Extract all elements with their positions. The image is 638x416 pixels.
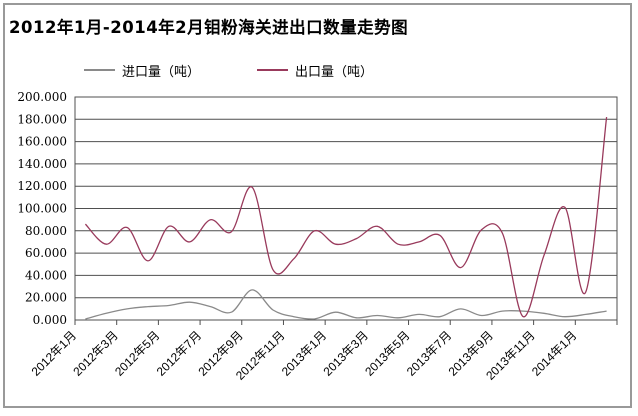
x-axis-tick-label: 2014年1月: [529, 328, 579, 378]
import-quantity-line: [85, 289, 607, 320]
y-axis-tick-label: 160.000: [17, 135, 67, 149]
y-axis-tick-label: 40.000: [25, 268, 67, 282]
y-axis-tick-label: 140.000: [17, 157, 67, 171]
legend-label-import: 进口量（吨）: [122, 64, 201, 80]
y-axis-tick-label: 200.000: [17, 90, 67, 104]
legend: 进口量（吨） 出口量（吨）: [0, 60, 638, 80]
import-series-swatch: [84, 69, 115, 71]
legend-item-export: 出口量（吨）: [257, 60, 373, 80]
y-axis-tick-label: 100.000: [17, 202, 67, 216]
y-axis-tick-label: 180.000: [17, 112, 67, 126]
y-axis-tick-label: 20.000: [25, 291, 67, 305]
legend-label-export: 出口量（吨）: [295, 64, 374, 80]
y-axis-tick-label: 0.000: [33, 313, 67, 327]
y-axis-tick-label: 120.000: [17, 179, 67, 193]
y-axis-tick-label: 80.000: [25, 224, 67, 238]
y-axis-tick-label: 60.000: [25, 246, 67, 260]
legend-item-import: 进口量（吨）: [84, 60, 200, 80]
export-series-swatch: [257, 69, 288, 71]
plot-border: [74, 96, 618, 321]
export-quantity-line: [84, 117, 608, 318]
chart-title: 2012年1月-2014年2月钼粉海关进出口数量走势图: [9, 18, 409, 37]
